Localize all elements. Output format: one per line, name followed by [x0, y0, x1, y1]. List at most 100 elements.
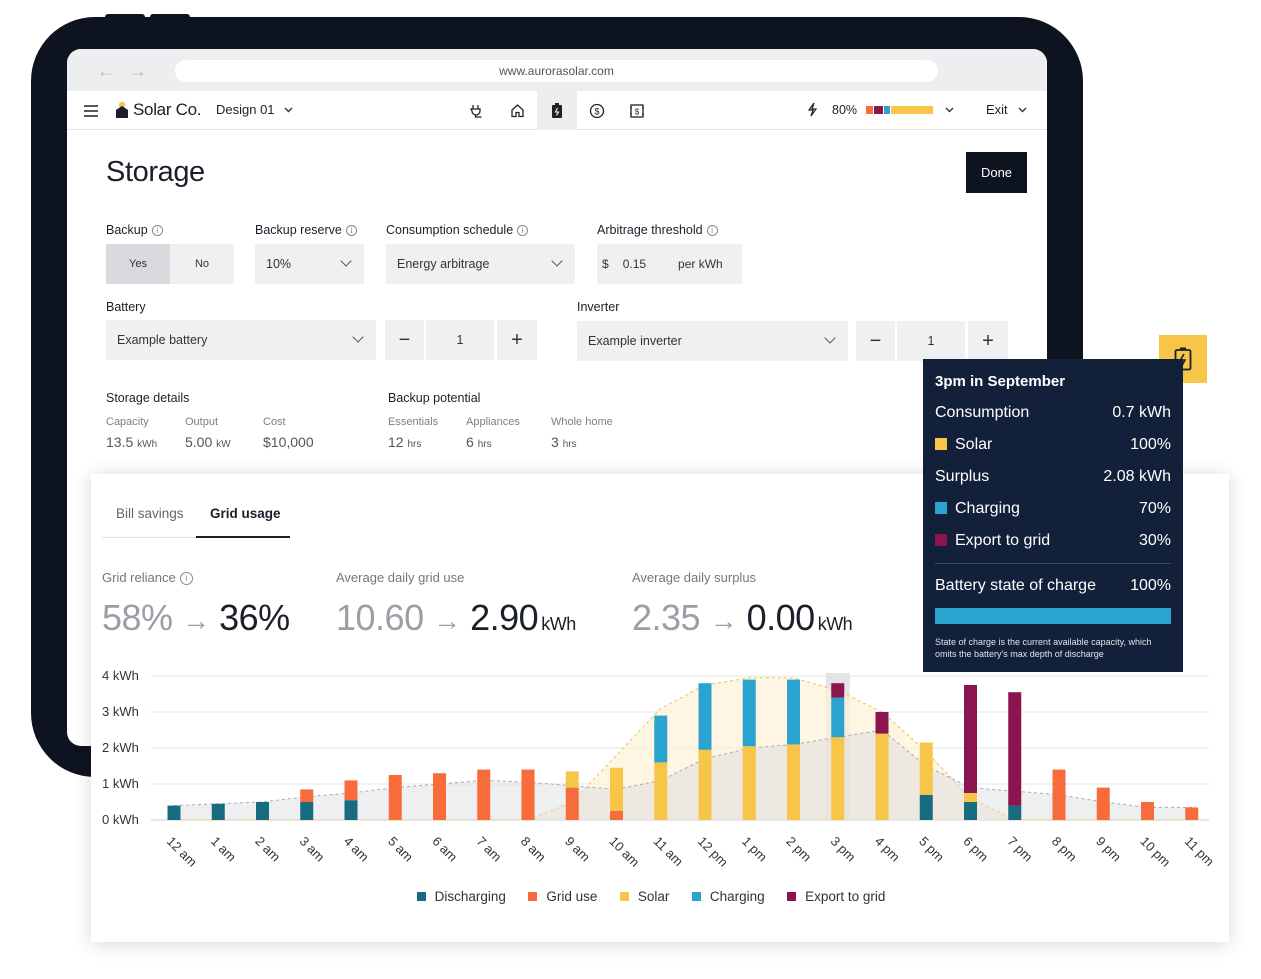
currency-symbol: $ — [602, 257, 609, 271]
tooltip-surplus-label: Surplus — [935, 468, 990, 485]
info-icon[interactable]: i — [345, 225, 357, 236]
cost-label: Cost — [263, 416, 286, 428]
battery-select[interactable]: Example battery — [106, 320, 376, 360]
bar-grid-use — [1052, 769, 1066, 820]
bar-solar — [654, 762, 668, 820]
bar-grid-use — [344, 780, 358, 801]
legend-grid-use: Grid use — [528, 889, 597, 904]
consumption-schedule-label: Consumption schedule i — [386, 223, 529, 237]
back-arrow-icon[interactable]: ← — [97, 61, 115, 81]
legend-discharging-label: Discharging — [434, 889, 506, 904]
active-tab-indicator — [196, 536, 290, 538]
home-icon[interactable] — [497, 91, 537, 130]
brand-logo: Solar Co. — [115, 100, 201, 120]
url-bar[interactable]: www.aurorasolar.com — [175, 60, 938, 82]
inverter-quantity[interactable]: 1 — [897, 321, 965, 361]
tooltip-solar-value: 100% — [1130, 436, 1171, 453]
forward-arrow-icon[interactable]: → — [129, 61, 147, 81]
inverter-increment-button[interactable]: + — [968, 321, 1008, 361]
backup-potential-heading: Backup potential — [388, 391, 481, 405]
consumption-schedule-select[interactable]: Energy arbitrage — [386, 244, 575, 284]
chevron-down-icon — [824, 332, 836, 344]
info-icon[interactable]: i — [706, 225, 718, 236]
output-label: Output — [185, 416, 219, 428]
info-icon[interactable]: i — [517, 225, 529, 236]
x-tick-label: 8 pm — [1049, 834, 1080, 865]
plug-icon[interactable] — [457, 91, 497, 130]
chevron-down-icon — [284, 107, 293, 112]
x-tick-label: 11 am — [651, 834, 686, 869]
x-tick-label: 5 pm — [916, 834, 947, 865]
x-tick-label: 9 am — [562, 834, 593, 865]
menu-icon[interactable] — [71, 91, 111, 130]
appliances-number: 6 — [466, 434, 474, 450]
solar-potential-line — [174, 677, 1192, 821]
arbitrage-threshold-label: Arbitrage threshold i — [597, 223, 718, 237]
bar-discharging — [211, 803, 225, 820]
whole-home-value: 3 hrs — [551, 434, 577, 450]
battery-status[interactable]: 80% — [807, 102, 954, 117]
bar-charging — [698, 683, 712, 750]
bar-charging — [742, 679, 756, 747]
document-icon[interactable]: $ — [617, 91, 657, 130]
avg-surplus-value: 2.35 → 0.00 kWh — [632, 597, 853, 639]
bar-discharging — [964, 802, 977, 820]
battery-decrement-button[interactable]: − — [385, 320, 424, 360]
svg-text:$: $ — [635, 107, 640, 116]
tooltip-consumption-label: Consumption — [935, 404, 1030, 421]
bar-grid-use — [1185, 807, 1199, 820]
info-icon[interactable]: i — [151, 225, 163, 236]
arrow-right-icon: → — [182, 605, 210, 636]
cost-value: $10,000 — [263, 434, 314, 450]
whole-home-number: 3 — [551, 434, 559, 450]
tooltip-surplus: Surplus 2.08 kWh — [935, 468, 1171, 486]
battery-quantity[interactable]: 1 — [426, 320, 494, 360]
avg-surplus-before: 2.35 — [632, 597, 701, 638]
inverter-decrement-button[interactable]: − — [856, 321, 895, 361]
tab-grid-usage[interactable]: Grid usage — [210, 506, 281, 521]
battery-increment-button[interactable]: + — [497, 320, 537, 360]
capacity-value: 13.5 kWh — [106, 434, 157, 450]
arbitrage-threshold-input[interactable]: $ 0.15 per kWh — [597, 244, 742, 284]
bar-export — [964, 685, 977, 793]
capacity-unit: kWh — [137, 439, 158, 450]
exit-menu[interactable]: Exit — [986, 102, 1027, 117]
tooltip-export-label: Export to grid — [955, 532, 1051, 549]
backup-label: Backup i — [106, 223, 163, 237]
essentials-number: 12 — [388, 434, 404, 450]
grid-reliance-value: 58% → 36% — [102, 597, 290, 639]
threshold-value[interactable]: 0.15 — [622, 257, 647, 271]
backup-reserve-select[interactable]: 10% — [255, 244, 364, 284]
backup-no-button[interactable]: No — [170, 244, 234, 284]
capacity-number: 13.5 — [106, 434, 134, 450]
x-tick-label: 1 am — [208, 834, 239, 865]
appliances-unit: hrs — [477, 439, 492, 450]
battery-percent: 80% — [832, 102, 858, 117]
tooltip-charging-value: 70% — [1138, 500, 1171, 517]
grid-usage-chart[interactable]: 0 kWh 1 kWh 2 kWh 3 kWh 4 kWh 12 am 1 am 2 am 3 … — [91, 474, 1229, 942]
bar-discharging — [256, 802, 269, 820]
bar-grid-use — [477, 769, 491, 820]
avg-surplus-label: Average daily surplus — [632, 570, 757, 585]
browser-bar: ← → www.aurorasolar.com — [67, 49, 1047, 91]
tooltip-export-value: 30% — [1138, 532, 1171, 549]
design-selector[interactable]: Design 01 — [216, 102, 293, 117]
appliances-value: 6 hrs — [466, 434, 492, 450]
done-button[interactable]: Done — [966, 152, 1027, 193]
bar-discharging — [1008, 805, 1022, 820]
backup-yes-button[interactable]: Yes — [106, 244, 170, 284]
bar-solar — [742, 746, 756, 820]
info-icon[interactable]: i — [179, 572, 193, 585]
consumption-schedule-value: Energy arbitrage — [397, 257, 490, 271]
battery-icon[interactable] — [537, 91, 577, 130]
inverter-select[interactable]: Example inverter — [577, 321, 848, 361]
grid-reliance-label: Grid reliance i — [102, 570, 193, 585]
tab-bill-savings[interactable]: Bill savings — [116, 506, 184, 521]
consumption-area — [174, 730, 1192, 820]
grid-reliance-before: 58% — [102, 597, 173, 638]
output-unit: kW — [216, 439, 231, 450]
arbitrage-threshold-label-text: Arbitrage threshold — [597, 223, 703, 237]
dollar-icon[interactable]: $ — [577, 91, 617, 130]
x-tick-label: 11 pm — [1182, 834, 1217, 869]
bar-export — [875, 712, 889, 734]
